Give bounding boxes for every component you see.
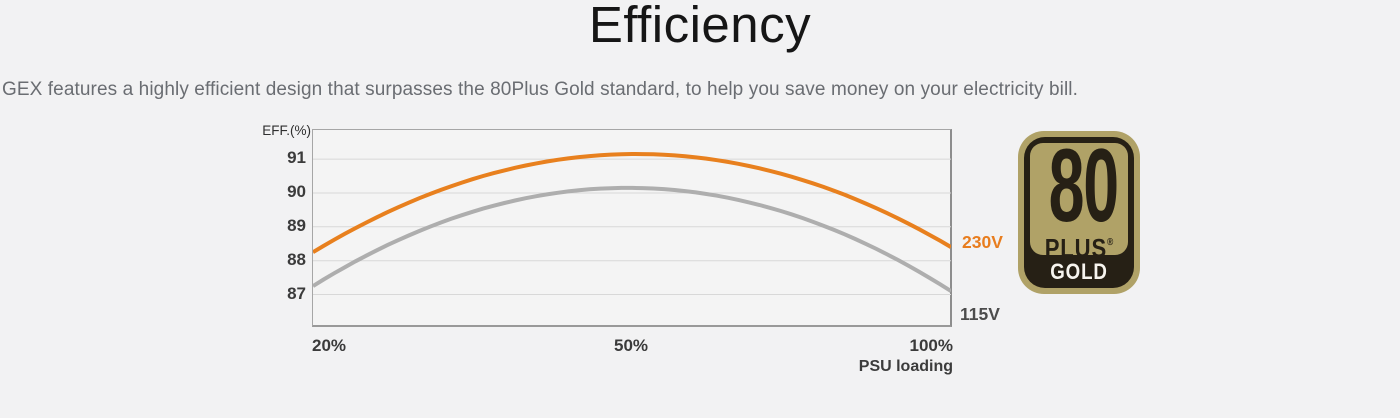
curve-230v (313, 151, 951, 254)
x-tick-50: 50% (613, 336, 649, 355)
y-tick-label: 90 (287, 181, 306, 201)
badge-plus-text: PLUS (1044, 233, 1108, 255)
efficiency-curves (313, 130, 951, 326)
x-axis-title: PSU loading (858, 358, 953, 375)
series-label-115v: 115V (960, 304, 1000, 324)
page-subtitle: GEX features a highly efficient design t… (2, 79, 1078, 100)
registered-mark-icon: ® (1107, 237, 1114, 248)
badge-inner-panel: 80 PLUS® GOLD (1024, 137, 1134, 288)
page-title: Efficiency (588, 0, 812, 53)
curve-115v (313, 185, 951, 293)
badge-tier-label: GOLD (1050, 259, 1108, 284)
efficiency-plot-area (312, 129, 952, 327)
y-tick-label: 91 (287, 148, 306, 168)
y-axis-title: EFF.(%) (262, 123, 311, 138)
80plus-gold-badge: 80 PLUS® GOLD (1018, 131, 1140, 294)
badge-number: 80 (1048, 143, 1119, 244)
badge-plus-label: PLUS® (1037, 232, 1120, 255)
series-label-230v: 230V (962, 232, 1003, 252)
y-tick-label: 87 (287, 283, 306, 303)
y-tick-label: 88 (287, 249, 306, 269)
x-tick-100: 100% (909, 336, 953, 355)
y-tick-label: 89 (287, 215, 306, 235)
badge-gold-panel: 80 PLUS® (1030, 143, 1128, 255)
x-tick-20: 20% (312, 336, 347, 355)
